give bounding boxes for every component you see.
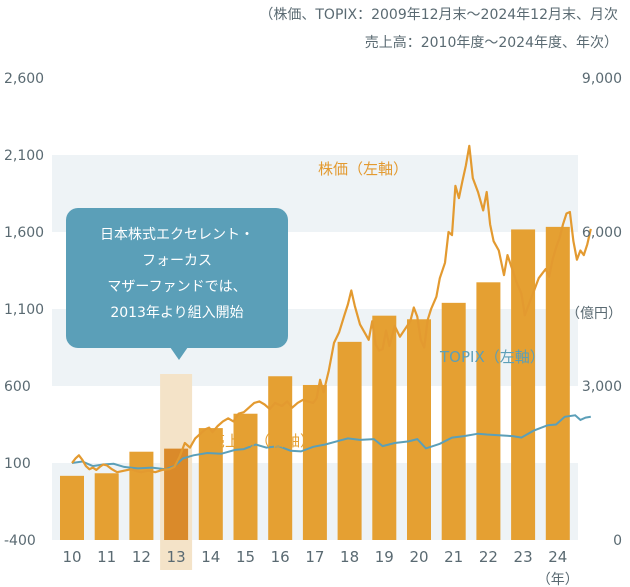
series-lines: [71, 144, 592, 474]
sales-bar-22: [476, 282, 501, 540]
source-note-line-2: 売上高：2010年度〜2024年度、年次）: [364, 35, 618, 51]
x-tick-label: 13: [167, 548, 186, 566]
sales-bar-17: [302, 384, 327, 540]
x-tick-label: 22: [479, 548, 498, 566]
sales-bar-10: [60, 475, 84, 540]
sales-bar-23: [511, 229, 536, 540]
left-tick-label: 100: [4, 456, 31, 472]
sales-bar-14: [198, 428, 223, 540]
right-tick-label: 9,000: [582, 71, 622, 87]
left-tick-label: 1,100: [4, 302, 44, 318]
x-tick-label: 17: [305, 548, 324, 566]
source-note-line-1: （株価、TOPIX：2009年12月末〜2024年12月末、月次: [259, 7, 618, 23]
x-axis-ticks: 10 11 12 13 14 15 16 17 18 19 20 21 22 23 24 （年）: [62, 548, 578, 587]
right-tick-label: 0: [613, 533, 622, 549]
x-tick-label: 20: [409, 548, 428, 566]
x-axis-unit: （年）: [537, 572, 579, 587]
x-tick-label: 19: [375, 548, 394, 566]
x-tick-label: 23: [514, 548, 533, 566]
sales-bar-20: [407, 319, 431, 540]
x-tick-label: 10: [62, 548, 81, 566]
left-tick-label: 600: [4, 379, 31, 395]
left-tick-label: -400: [4, 533, 36, 549]
stock-price-line: [71, 144, 592, 474]
right-tick-label: 6,000: [582, 225, 622, 241]
topix-label: TOPIX（左軸）: [439, 348, 545, 366]
right-tick-label: 3,000: [582, 379, 622, 395]
left-axis-ticks: 2,600 2,100 1,600 1,100 600 100 -400: [4, 71, 44, 549]
sales-bars: [60, 226, 570, 540]
callout-line-1: 日本株式エクセレント・: [100, 227, 254, 243]
sales-bar-12: [129, 451, 154, 540]
callout-line-4: 2013年より組入開始: [110, 305, 244, 321]
callout-line-2: フォーカス: [142, 253, 212, 269]
sales-bar-16: [268, 376, 293, 540]
sales-bar-15: [233, 413, 258, 540]
callout-pointer: [170, 347, 188, 360]
right-axis-unit: （億円）: [566, 306, 622, 322]
series-labels: 株価（左軸） TOPIX（左軸） 売上高（右軸）: [210, 160, 545, 450]
x-tick-label: 15: [236, 548, 255, 566]
x-tick-label: 16: [271, 548, 290, 566]
sales-bar-21: [441, 302, 466, 540]
sales-bar-11: [94, 473, 119, 540]
sales-bar-24: [545, 226, 570, 540]
callout-line-3: マザーファンドでは、: [107, 279, 247, 295]
callout-box: 日本株式エクセレント・ フォーカス マザーファンドでは、 2013年より組入開始: [66, 208, 288, 360]
x-tick-label: 11: [97, 548, 116, 566]
sales-bar-19: [372, 315, 397, 540]
stock-price-label: 株価（左軸）: [318, 160, 408, 178]
left-tick-label: 2,600: [4, 71, 44, 87]
x-tick-label: 18: [340, 548, 359, 566]
sales-label: 売上高（右軸）: [210, 432, 315, 450]
x-tick-label: 14: [201, 548, 220, 566]
x-tick-label: 24: [548, 548, 567, 566]
x-tick-label: 12: [132, 548, 151, 566]
right-axis-ticks: 9,000 6,000 3,000 0 （億円）: [566, 71, 622, 549]
left-tick-label: 1,600: [4, 225, 44, 241]
left-tick-label: 2,100: [4, 148, 44, 164]
x-tick-label: 21: [444, 548, 463, 566]
